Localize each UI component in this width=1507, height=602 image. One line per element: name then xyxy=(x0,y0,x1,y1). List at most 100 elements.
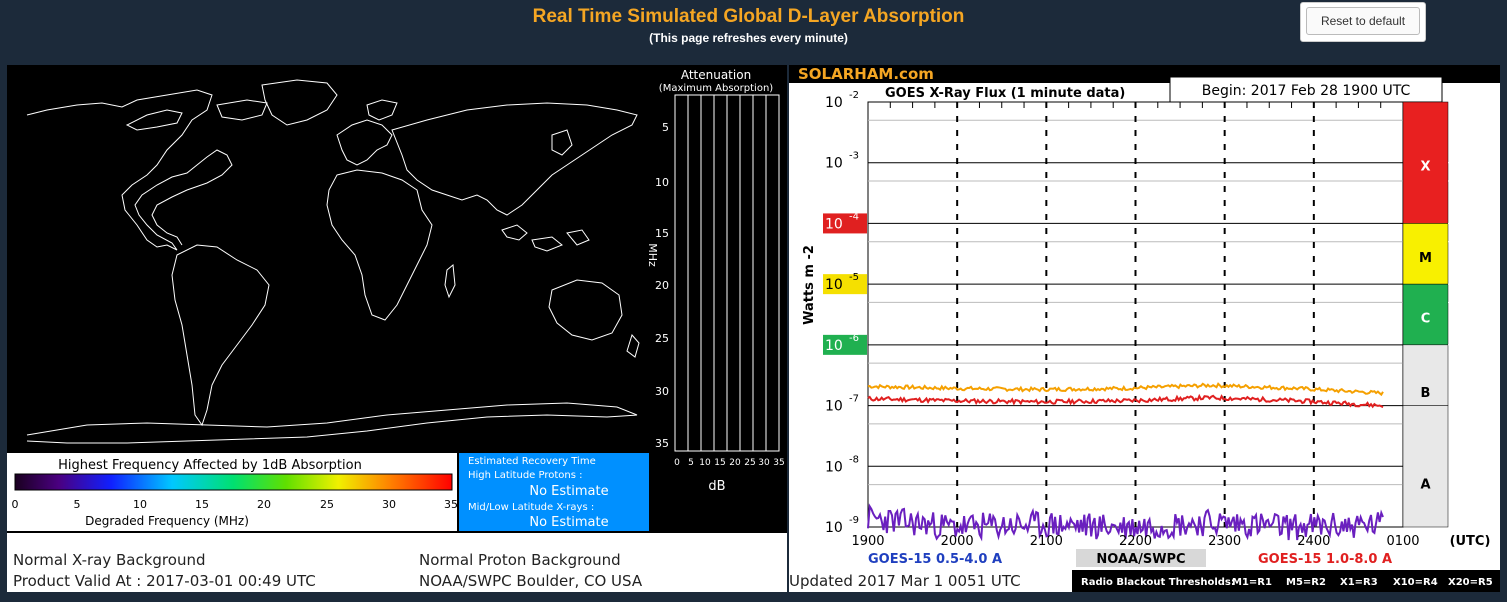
class-band xyxy=(1402,283,1449,346)
x-tick-label: 2300 xyxy=(1208,534,1241,549)
ytick-base: 10 xyxy=(825,277,843,293)
db-ticks: 0 5 10 15 20 25 30 35 xyxy=(674,458,785,468)
recovery-ml-label: Mid/Low Latitude X-rays : xyxy=(468,502,594,513)
class-label: A xyxy=(1420,477,1430,492)
agency-label: NOAA/SWPC xyxy=(1096,552,1185,567)
mhz-tick: 10 xyxy=(655,176,669,189)
x-tick-label: 2100 xyxy=(1030,534,1063,549)
status-xray: Normal X-ray Background xyxy=(13,551,205,569)
scale-tick: 0 xyxy=(12,498,19,511)
ytick-highlight xyxy=(823,334,867,355)
mhz-tick: 5 xyxy=(662,121,669,134)
ytick-base: 10 xyxy=(825,338,843,354)
x-tick-label: 0100 xyxy=(1386,534,1419,549)
attenuation-bars xyxy=(687,95,767,451)
blackout-box xyxy=(1072,570,1500,592)
trace-short xyxy=(867,503,1384,542)
site-label: SOLARHAM.com xyxy=(798,65,934,83)
scale-tick: 5 xyxy=(74,498,81,511)
db-tick: 30 xyxy=(758,458,770,468)
frequency-scale-title: Highest Frequency Affected by 1dB Absorp… xyxy=(58,458,362,473)
scale-tick: 15 xyxy=(195,498,209,511)
mhz-tick: 35 xyxy=(655,437,669,450)
threshold-label: C1 xyxy=(1460,339,1476,352)
trace-long-upper xyxy=(867,382,1384,397)
mhz-tick: 25 xyxy=(655,332,669,345)
threshold-labels: X10 X5 X1 M5 M1 C5 C1 xyxy=(1448,157,1484,352)
mhz-tick: 15 xyxy=(655,227,669,240)
recovery-box xyxy=(459,453,649,531)
class-band xyxy=(1402,223,1449,285)
class-label: M xyxy=(1419,251,1432,266)
frequency-scale-xlabel: Degraded Frequency (MHz) xyxy=(85,514,249,528)
trace-long xyxy=(867,393,1384,409)
recovery-ml-value: No Estimate xyxy=(529,515,608,530)
page-title: Real Time Simulated Global D-Layer Absor… xyxy=(532,6,965,27)
scale-tick: 30 xyxy=(382,498,396,511)
x-tick-label: 1900 xyxy=(851,534,884,549)
status-proton: Normal Proton Background xyxy=(419,551,621,569)
ytick-exponent: -9 xyxy=(849,515,859,526)
agency-box xyxy=(1076,549,1206,567)
mhz-ticks: 5 10 15 20 25 30 35 xyxy=(655,121,669,450)
threshold-label: X1 xyxy=(1460,217,1476,230)
series-legend-long: GOES-15 1.0-8.0 A xyxy=(1258,552,1392,567)
blackout-item: X10=R4 xyxy=(1393,577,1438,588)
frequency-scale-box xyxy=(7,453,457,531)
ytick-base: 10 xyxy=(825,156,843,172)
flux-traces xyxy=(867,382,1384,542)
attenuation-subtitle: (Maximum Absorption) xyxy=(659,83,773,94)
blackout-item: M5=R2 xyxy=(1286,577,1326,588)
class-label: C xyxy=(1421,312,1431,327)
frequency-scale-ticks: 0 5 10 15 20 25 30 35 xyxy=(12,498,459,511)
status-valid: Product Valid At : 2017-03-01 00:49 UTC xyxy=(13,572,316,590)
y-tick-labels: 10 -2 10 -3 10 -4 10 -5 10 -6 10 -7 10 -8 10 -9 xyxy=(823,90,867,536)
ytick-exponent: -6 xyxy=(849,333,859,344)
ytick-base: 10 xyxy=(825,216,843,232)
ytick-exponent: -3 xyxy=(849,151,859,162)
x-tick-label: 2000 xyxy=(941,534,974,549)
ytick-highlight xyxy=(823,213,867,234)
mhz-tick: 20 xyxy=(655,279,669,292)
ytick-highlight xyxy=(823,274,867,295)
scale-tick: 20 xyxy=(257,498,271,511)
scale-tick: 10 xyxy=(133,498,147,511)
scale-tick: 25 xyxy=(320,498,334,511)
begin-label: Begin: 2017 Feb 28 1900 UTC xyxy=(1202,83,1411,99)
x-tick-label: 2200 xyxy=(1119,534,1152,549)
mhz-tick: 30 xyxy=(655,385,669,398)
threshold-label: M5 xyxy=(1460,236,1479,249)
ytick-base: 10 xyxy=(825,399,843,415)
ytick-exponent: -2 xyxy=(849,90,859,101)
series-legend-short: GOES-15 0.5-4.0 A xyxy=(868,552,1002,567)
scale-tick: 35 xyxy=(444,498,458,511)
db-tick: 15 xyxy=(714,458,725,468)
ytick-base: 10 xyxy=(825,459,843,475)
reset-button[interactable]: Reset to default xyxy=(1300,2,1426,42)
threshold-label: M1 xyxy=(1460,278,1479,291)
ytick-base: 10 xyxy=(825,520,843,536)
status-strip xyxy=(7,533,787,592)
xray-flux-chart: SOLARHAM.com GOES X-Ray Flux (1 minute d… xyxy=(789,65,1500,592)
class-label: X xyxy=(1420,160,1430,175)
ytick-exponent: -4 xyxy=(849,211,859,222)
x-tick-labels: 1900 2000 2100 2200 2300 2400 0100 xyxy=(851,534,1419,549)
db-axis-label: dB xyxy=(708,479,725,494)
ytick-base: 10 xyxy=(825,95,843,111)
updated-label: Updated 2017 Mar 1 0051 UTC xyxy=(789,572,1021,590)
world-map xyxy=(26,79,640,444)
db-tick: 0 xyxy=(674,458,680,468)
threshold-label: C5 xyxy=(1460,296,1476,309)
ytick-exponent: -7 xyxy=(849,394,859,405)
db-tick: 5 xyxy=(688,458,694,468)
class-band xyxy=(1402,344,1449,406)
recovery-hl-value: No Estimate xyxy=(529,484,608,499)
chart-title: GOES X-Ray Flux (1 minute data) xyxy=(885,86,1125,101)
xray-flux-panel: SOLARHAM.com GOES X-Ray Flux (1 minute d… xyxy=(789,65,1500,592)
db-tick: 20 xyxy=(729,458,741,468)
recovery-hl-label: High Latitude Protons : xyxy=(468,470,583,481)
threshold-label: X10 xyxy=(1460,157,1484,170)
absorption-panel: Attenuation (Maximum Absorption) 5 10 15… xyxy=(7,65,787,592)
class-band xyxy=(1402,101,1449,224)
begin-box xyxy=(1169,76,1443,103)
